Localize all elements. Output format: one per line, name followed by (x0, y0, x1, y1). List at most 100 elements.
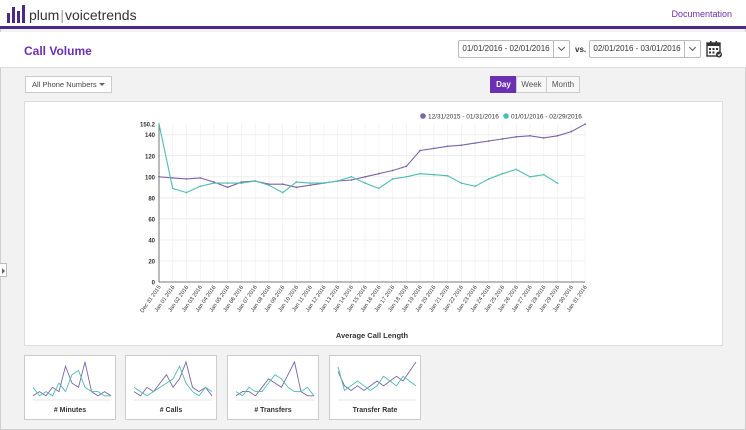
calendar-icon[interactable] (706, 40, 722, 58)
brand-logo[interactable]: plum|voicetrends (7, 5, 137, 23)
page-header: Call Volume 01/01/2016 - 02/01/2016 vs. … (0, 32, 746, 68)
mini-chart-label: # Minutes (53, 407, 87, 414)
primary-date-range-select[interactable]: 01/01/2016 - 02/01/2016 (458, 40, 570, 58)
mini-series-line-2 (133, 365, 213, 397)
y-max-label: 150.2 (140, 123, 156, 129)
y-tick-label: 120 (145, 154, 156, 160)
y-tick-label: 80 (148, 196, 155, 202)
series-2-point (336, 180, 339, 182)
legend-marker-2 (503, 113, 509, 119)
mini-chart-label: # Transfers (254, 407, 292, 414)
y-tick-label: 40 (148, 238, 155, 244)
series-2-point (405, 175, 408, 178)
series-2-point (199, 185, 202, 188)
series-1-point (460, 144, 463, 147)
caret-down-icon (99, 83, 105, 86)
x-axis-title: Average Call Length (336, 331, 409, 340)
series-1-point (364, 175, 367, 178)
series-line-1 (158, 123, 586, 188)
series-1-point (515, 135, 518, 138)
mini-series-line-2 (32, 369, 111, 397)
brand-right: voicetrends (65, 7, 137, 23)
series-1-point (295, 186, 298, 189)
series-1-point (529, 134, 531, 137)
series-2-point (281, 191, 284, 194)
series-2-point (240, 182, 243, 185)
series-1-point (171, 176, 174, 179)
mini-series-line-2 (235, 374, 315, 397)
series-1-point (487, 140, 490, 142)
series-2-point (542, 173, 545, 176)
legend-label-1: 12/31/2015 - 01/31/2016 (428, 114, 499, 121)
series-1-point (309, 184, 312, 187)
primary-date-range-value: 01/01/2016 - 02/01/2016 (462, 44, 550, 53)
mini-chart-label: Transfer Rate (352, 407, 398, 414)
y-tick-label: 100 (145, 175, 156, 181)
mini-chart-transfers-plot (235, 360, 315, 401)
series-2-point (185, 191, 188, 194)
series-2-point (268, 184, 270, 187)
series-2-point (515, 168, 518, 171)
mini-chart-calls[interactable]: # Calls (125, 355, 217, 420)
granularity-month-button[interactable]: Month (546, 76, 580, 93)
series-2-point (419, 172, 421, 175)
chevron-down-icon[interactable] (553, 41, 569, 57)
series-2-point (295, 181, 298, 183)
series-2-point (309, 182, 312, 185)
chevron-down-icon[interactable] (684, 41, 700, 57)
documentation-link[interactable]: Documentation (671, 9, 732, 19)
page-title: Call Volume (24, 44, 92, 58)
y-tick-label: 0 (152, 281, 156, 287)
series-2-point (460, 182, 463, 185)
series-1-point (281, 183, 284, 186)
series-1-point (446, 145, 449, 148)
series-2-point (446, 174, 449, 177)
y-tick-label: 20 (148, 259, 155, 265)
series-1-point (556, 134, 559, 137)
series-2-point (377, 187, 380, 190)
compare-date-range-value: 02/01/2016 - 03/01/2016 (593, 44, 681, 53)
series-2-point (487, 178, 490, 180)
series-2-point (226, 182, 229, 185)
granularity-toggle: Day Week Month (490, 76, 580, 93)
vs-label: vs. (575, 45, 587, 54)
series-1-point (501, 138, 504, 140)
granularity-day-button[interactable]: Day (490, 76, 517, 93)
mini-chart-calls-plot (133, 360, 213, 401)
series-2-point (529, 175, 531, 178)
logo-bars-icon (7, 5, 25, 23)
series-2-point (171, 187, 174, 190)
series-2-point (501, 172, 504, 175)
mini-chart-transfers[interactable]: # Transfers (227, 355, 319, 420)
series-2-point (254, 180, 257, 182)
series-2-point (391, 178, 394, 180)
top-bar: plum|voicetrends Documentation (0, 0, 746, 29)
y-tick-label: 60 (148, 217, 155, 223)
series-1-point (584, 123, 586, 126)
series-1-point (432, 147, 435, 150)
mini-series-line-1 (133, 360, 213, 397)
series-2-point (323, 182, 325, 185)
granularity-week-button[interactable]: Week (516, 76, 547, 93)
series-1-point (350, 179, 353, 181)
series-1-point (391, 169, 394, 172)
side-panel-toggle[interactable] (0, 263, 7, 277)
y-tick-label: 140 (145, 133, 156, 139)
series-1-point (542, 136, 545, 139)
series-2-point (474, 185, 476, 188)
series-1-point (474, 142, 476, 145)
caret-right-icon (2, 268, 5, 274)
series-1-point (570, 130, 573, 133)
series-1-point (377, 172, 380, 175)
compare-date-range-select[interactable]: 02/01/2016 - 03/01/2016 (589, 40, 701, 58)
series-1-point (405, 165, 408, 168)
mini-chart-transfer-rate[interactable]: Transfer Rate (329, 355, 421, 420)
series-2-point (158, 123, 160, 125)
mini-chart-minutes[interactable]: # Minutes (24, 355, 116, 420)
mini-chart-transfer-rate-plot (337, 361, 417, 401)
phone-numbers-select[interactable]: All Phone Numbers (25, 76, 112, 93)
phone-numbers-value: All Phone Numbers (32, 80, 97, 89)
mini-series-line-2 (337, 366, 417, 392)
mini-chart-label: # Calls (159, 407, 183, 414)
